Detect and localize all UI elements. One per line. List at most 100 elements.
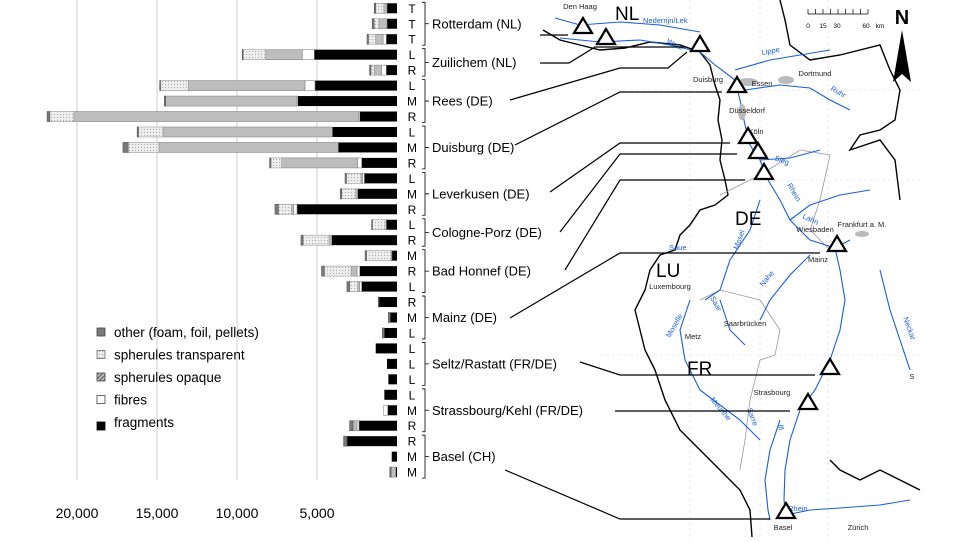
bar-segment-spherules-transparent bbox=[302, 234, 330, 246]
country-borders bbox=[542, 0, 921, 538]
country-label: FR bbox=[687, 359, 712, 380]
bar-segment-other bbox=[46, 111, 51, 122]
bar-5 bbox=[159, 80, 397, 91]
bar-segment-other bbox=[274, 203, 279, 215]
leader-line bbox=[540, 46, 686, 64]
bar-segment-fragments bbox=[387, 18, 397, 29]
bar-18 bbox=[346, 281, 397, 292]
bar-segment-spherules-transparent bbox=[372, 219, 386, 231]
legend-swatch bbox=[96, 327, 106, 337]
site-name: Bad Honnef (DE) bbox=[432, 264, 531, 279]
bar-segment-fragments bbox=[386, 65, 397, 76]
position-label: L bbox=[409, 172, 416, 186]
sampling-site-triangle-icon bbox=[819, 356, 841, 376]
legend-label: fibres bbox=[114, 393, 147, 408]
bar-segment-spherules-transparent bbox=[375, 2, 385, 14]
bar-segment-spherules-transparent bbox=[373, 18, 380, 30]
bar-10 bbox=[269, 157, 397, 169]
bar-segment-fragments bbox=[388, 374, 397, 385]
bar-segment-other bbox=[388, 312, 391, 323]
legend-swatch bbox=[96, 395, 106, 404]
bar-14 bbox=[371, 219, 397, 231]
city-label: Düsseldorf bbox=[729, 106, 766, 115]
bar-6 bbox=[164, 95, 397, 107]
map bbox=[542, 0, 921, 538]
site-bracket bbox=[422, 48, 429, 77]
bar-segment-spherules-opaque bbox=[375, 33, 384, 45]
bar-segment-other bbox=[300, 234, 304, 246]
bar-segment-other bbox=[364, 250, 367, 261]
bar-segment-other bbox=[122, 142, 129, 153]
sampling-site-triangle-icon bbox=[747, 140, 769, 160]
city-label: Frankfurt a. M. bbox=[838, 220, 887, 229]
position-label: M bbox=[407, 187, 417, 201]
position-label: M bbox=[407, 311, 417, 325]
river-label: Waal bbox=[665, 37, 684, 52]
bar-segment-fragments bbox=[338, 142, 397, 153]
bar-segment-fibres bbox=[356, 265, 361, 277]
x-axis-ticks: 20,000 15,000 10,000 5,000 bbox=[56, 505, 335, 521]
rivers bbox=[554, 17, 911, 521]
bar-26 bbox=[383, 404, 397, 416]
bar-segment-fragments bbox=[391, 451, 397, 462]
bar-segment-fibres bbox=[381, 64, 387, 76]
city-areas bbox=[738, 76, 869, 237]
bar-segment-other bbox=[346, 281, 350, 292]
position-label: M bbox=[407, 141, 417, 155]
sampling-site-triangle-icon bbox=[826, 233, 848, 253]
sampling-site-triangle-icon bbox=[775, 500, 797, 520]
bar-segment-fragments bbox=[332, 126, 397, 137]
position-label: R bbox=[408, 234, 417, 248]
bar-segment-other bbox=[371, 219, 373, 231]
position-label: R bbox=[408, 435, 417, 449]
river-label: Mosel bbox=[731, 228, 746, 250]
sampling-site-triangle-icon bbox=[753, 161, 775, 181]
position-label: L bbox=[409, 357, 416, 371]
bar-segment-spherules-opaque bbox=[165, 95, 297, 107]
bar-21 bbox=[382, 327, 397, 339]
legend-label: other (foam, foil, pellets) bbox=[114, 325, 259, 340]
bar-segment-fragments bbox=[315, 80, 397, 91]
site-bracket bbox=[422, 1, 429, 46]
bar-0 bbox=[373, 2, 397, 14]
site-bracket bbox=[422, 249, 429, 293]
bar-segment-fragments bbox=[359, 266, 397, 277]
bar-segment-fibres bbox=[357, 157, 362, 169]
leader-lines bbox=[504, 34, 820, 520]
bar-9 bbox=[122, 142, 397, 153]
north-label: N bbox=[895, 7, 909, 29]
site-name: Mainz (DE) bbox=[432, 310, 497, 325]
bar-segment-fragments bbox=[297, 204, 397, 215]
site-name: Strassbourg/Kehl (FR/DE) bbox=[432, 403, 583, 418]
bar-segment-other bbox=[136, 126, 139, 138]
sampling-sites bbox=[572, 15, 848, 520]
site-name: Seltz/Rastatt (FR/DE) bbox=[432, 356, 557, 371]
bar-segment-spherules-opaque bbox=[352, 420, 358, 432]
bar-23 bbox=[387, 358, 397, 369]
bar-segment-fragments bbox=[364, 173, 397, 184]
bar-segment-fragments bbox=[297, 96, 397, 107]
chart-gridlines bbox=[76, 0, 318, 480]
bar-segment-spherules-transparent bbox=[346, 173, 362, 184]
position-label: L bbox=[409, 48, 416, 62]
leader-line bbox=[549, 142, 730, 193]
bar-17 bbox=[321, 265, 397, 277]
bar-12 bbox=[340, 188, 397, 200]
bar-13 bbox=[274, 203, 397, 215]
sampling-site-triangle-icon bbox=[737, 125, 759, 145]
position-label: L bbox=[409, 280, 416, 294]
position-label: T bbox=[408, 2, 416, 16]
leader-line bbox=[504, 469, 770, 520]
x-tick-label: 20,000 bbox=[56, 505, 99, 521]
bar-segment-spherules-opaque bbox=[390, 466, 397, 478]
bar-segment-fragments bbox=[391, 250, 397, 261]
bar-segment-fragments bbox=[384, 327, 397, 338]
site-name: Basel (CH) bbox=[432, 449, 496, 464]
scale-label: 15 bbox=[819, 23, 827, 30]
legend-swatch bbox=[96, 350, 106, 359]
position-label: R bbox=[408, 203, 417, 217]
bar-segment-spherules-transparent bbox=[323, 265, 352, 277]
city-label: Duisburg bbox=[693, 75, 723, 84]
bar-segment-fibres bbox=[383, 404, 389, 416]
